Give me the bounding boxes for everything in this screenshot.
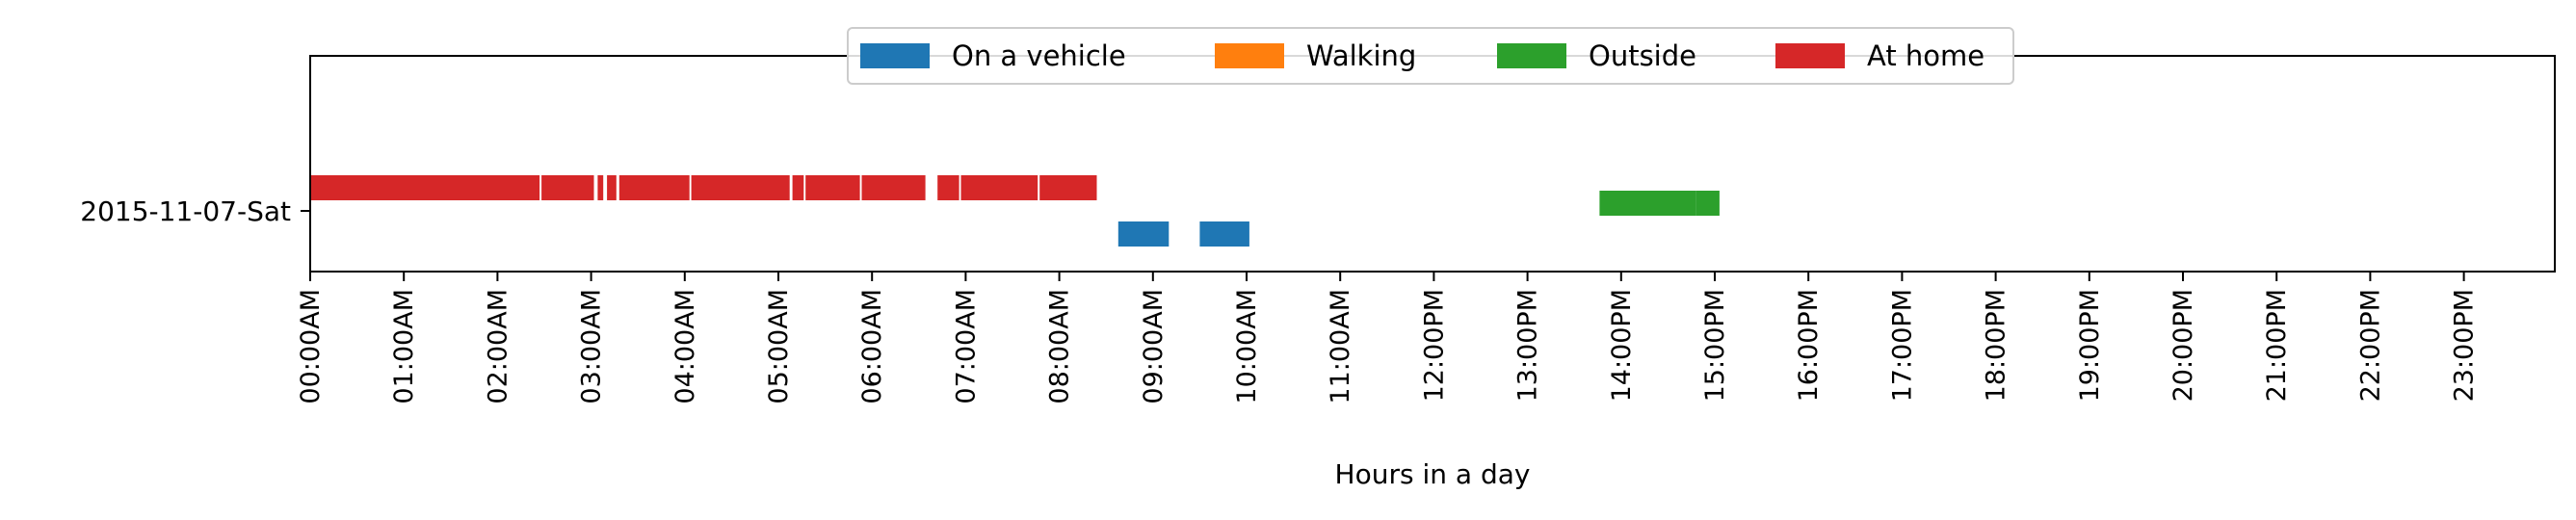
x-tick-label: 15:00PM <box>1700 289 1730 402</box>
bar-outside-1 <box>1695 191 1720 216</box>
x-tick-label: 19:00PM <box>2075 289 2105 402</box>
bar-at-home-3 <box>607 175 617 200</box>
x-tick-label: 04:00AM <box>670 289 700 404</box>
x-tick-label: 09:00AM <box>1139 289 1169 404</box>
x-tick-label: 00:00AM <box>296 289 326 404</box>
x-tick-label: 06:00AM <box>857 289 887 404</box>
bars-layer <box>310 175 1720 247</box>
bar-on-a-vehicle-1 <box>1199 221 1249 247</box>
bar-at-home-8 <box>861 175 926 200</box>
x-axis-label: Hours in a day <box>1335 458 1531 490</box>
x-tick-label: 20:00PM <box>2169 289 2198 402</box>
x-tick-label: 23:00PM <box>2450 289 2480 402</box>
bar-at-home-5 <box>691 175 790 200</box>
bar-at-home-0 <box>310 175 540 200</box>
legend: On a vehicle Walking Outside At home <box>847 27 2014 85</box>
bar-at-home-4 <box>618 175 690 200</box>
x-tick-label: 03:00AM <box>577 289 607 404</box>
x-tick-label: 11:00AM <box>1326 289 1355 404</box>
legend-swatch-outside <box>1497 43 1566 68</box>
x-tick-label: 08:00AM <box>1045 289 1075 404</box>
legend-label: Walking <box>1306 39 1416 72</box>
legend-swatch-walking <box>1215 43 1284 68</box>
x-tick-label: 22:00PM <box>2355 289 2385 402</box>
plot-area-frame <box>309 55 2556 273</box>
x-tick-label: 07:00AM <box>951 289 981 404</box>
legend-swatch-at-home <box>1775 43 1845 68</box>
x-tick-label: 12:00PM <box>1419 289 1449 402</box>
bar-at-home-2 <box>597 175 604 200</box>
x-tick-label: 10:00AM <box>1232 289 1262 404</box>
bar-at-home-10 <box>960 175 1038 200</box>
x-tick-label: 13:00PM <box>1513 289 1543 402</box>
legend-frame <box>847 27 2014 85</box>
x-tick-label: 02:00AM <box>483 289 513 404</box>
x-tick-label: 14:00PM <box>1607 289 1637 402</box>
bar-at-home-6 <box>792 175 804 200</box>
x-axis: 00:00AM 01:00AM 02:00AM 03:00AM 04:00AM 05:00… <box>296 272 2480 404</box>
x-tick-label: 18:00PM <box>1982 289 2011 402</box>
x-tick-label: 01:00AM <box>389 289 419 404</box>
y-tick-label: 2015-11-07-Sat <box>80 195 291 227</box>
bar-on-a-vehicle-0 <box>1117 221 1170 247</box>
bar-at-home-11 <box>1039 175 1097 200</box>
x-tick-label: 21:00PM <box>2262 289 2292 402</box>
x-tick-label: 16:00PM <box>1794 289 1824 402</box>
legend-swatch-on-a-vehicle <box>860 43 930 68</box>
legend-label: On a vehicle <box>952 39 1126 72</box>
x-tick-label: 17:00PM <box>1887 289 1917 402</box>
x-tick-label: 05:00AM <box>764 289 794 404</box>
bar-outside-0 <box>1599 191 1696 216</box>
y-axis: 2015-11-07-Sat <box>80 195 310 227</box>
legend-label: At home <box>1867 39 1985 72</box>
legend-label: Outside <box>1589 39 1696 72</box>
bar-at-home-9 <box>937 175 959 200</box>
bar-at-home-1 <box>541 175 594 200</box>
bar-at-home-7 <box>805 175 860 200</box>
